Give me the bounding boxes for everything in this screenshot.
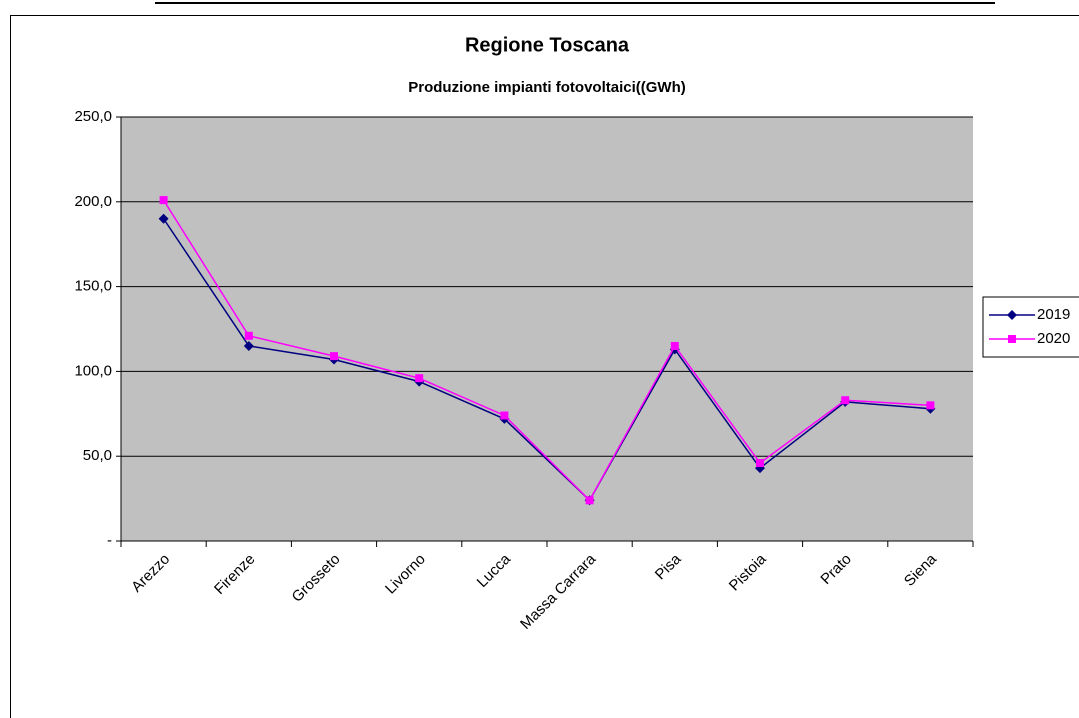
- marker: [500, 411, 509, 420]
- y-tick-label: 100,0: [74, 362, 112, 379]
- plot-area: [121, 117, 973, 541]
- marker: [585, 496, 594, 505]
- legend-marker: [1007, 310, 1017, 320]
- y-tick-label: -: [107, 532, 112, 549]
- marker: [159, 196, 168, 205]
- legend-label: 2020: [1037, 330, 1070, 347]
- marker: [244, 331, 253, 340]
- legend-box: [982, 296, 1079, 358]
- legend-label: 2019: [1037, 306, 1070, 323]
- series-line: [162, 199, 931, 502]
- y-tick-label: 50,0: [83, 447, 112, 464]
- y-tick-label: 200,0: [74, 193, 112, 210]
- marker: [158, 213, 169, 224]
- marker: [330, 352, 338, 361]
- chart-title: Regione Toscana: [465, 34, 630, 56]
- marker: [756, 458, 764, 467]
- series-line: [162, 218, 931, 502]
- marker: [841, 396, 850, 405]
- y-tick-label: 150,0: [74, 278, 112, 295]
- legend-marker: [1008, 335, 1016, 343]
- chart-subtitle: Produzione impianti fotovoltaici((GWh): [408, 79, 685, 96]
- y-tick-label: 250,0: [74, 108, 112, 125]
- marker: [415, 374, 424, 383]
- marker: [670, 341, 679, 350]
- marker: [243, 340, 254, 351]
- marker: [926, 401, 935, 410]
